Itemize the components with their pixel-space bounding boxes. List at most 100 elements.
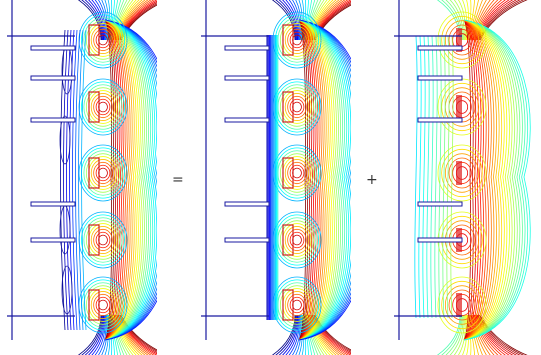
coil-contour xyxy=(90,226,116,254)
coil-contour xyxy=(292,299,302,311)
coil-contour xyxy=(90,291,116,319)
plate xyxy=(224,117,270,123)
plate xyxy=(30,117,76,123)
field-line-bottom xyxy=(77,314,102,355)
inner-field-line xyxy=(78,29,84,331)
coil-winding xyxy=(88,224,100,256)
coil-winding xyxy=(282,24,294,56)
field-line-outer xyxy=(463,19,518,341)
field-line-top xyxy=(470,0,491,41)
secondary-field-panel xyxy=(394,0,531,355)
field-line-top xyxy=(84,0,103,41)
field-line-bottom xyxy=(312,314,351,355)
field-line-top xyxy=(307,0,334,41)
plate xyxy=(417,75,463,81)
coil-contour xyxy=(287,293,307,317)
inner-field-line xyxy=(66,29,72,331)
field-line-top xyxy=(278,0,297,41)
field-line-top xyxy=(101,0,108,41)
inner-field-line xyxy=(446,35,450,319)
field-line-top xyxy=(94,0,106,41)
inner-field-line xyxy=(450,35,454,319)
coil-contour xyxy=(441,280,483,330)
field-line-outer xyxy=(104,19,154,341)
coil-contour xyxy=(98,101,108,113)
field-line-outer xyxy=(463,19,521,341)
field-line-outer xyxy=(298,19,351,341)
field-line-top xyxy=(81,0,103,41)
field-line-bottom xyxy=(101,314,108,355)
coil-contour xyxy=(444,20,480,60)
field-line-outer xyxy=(104,19,157,341)
coil-contour xyxy=(83,282,123,328)
coil-contour xyxy=(441,15,483,65)
coil-contour xyxy=(98,167,108,179)
field-line-bottom xyxy=(108,314,119,355)
coil-contour xyxy=(441,148,483,198)
field-line-top xyxy=(449,0,464,41)
field-line-top xyxy=(462,0,468,41)
field-line-bottom xyxy=(470,314,491,355)
field-line-outer xyxy=(463,19,487,341)
inner-field-line xyxy=(418,35,422,319)
field-line-top xyxy=(108,0,115,41)
inner-field-line xyxy=(438,35,442,319)
field-line-top xyxy=(113,0,140,41)
coil-contour xyxy=(88,223,118,257)
field-line-bottom xyxy=(271,314,296,355)
coil-contour xyxy=(448,289,476,321)
vortex-contour xyxy=(59,115,71,165)
field-line-top xyxy=(477,0,521,41)
field-line-outer xyxy=(104,19,157,341)
coil-contour xyxy=(83,217,123,263)
field-line-top xyxy=(453,0,465,41)
plate xyxy=(30,45,76,51)
field-line-bottom xyxy=(462,314,468,355)
field-line-outer xyxy=(298,19,339,341)
field-line-outer xyxy=(298,19,337,341)
coil-contour xyxy=(287,228,307,252)
plate xyxy=(417,45,463,51)
plus-sign: + xyxy=(366,172,378,188)
coil-contour xyxy=(289,31,305,49)
field-line-bottom xyxy=(465,314,469,355)
field-line-bottom xyxy=(445,314,463,355)
field-line-bottom xyxy=(292,314,301,355)
field-line-outer xyxy=(463,19,523,341)
inner-field-line xyxy=(72,29,78,331)
plate xyxy=(417,117,463,123)
coil-contour xyxy=(85,285,121,325)
coil-contour xyxy=(287,95,307,119)
field-line-top xyxy=(282,0,298,41)
inner-field-line xyxy=(414,35,418,319)
plate xyxy=(224,75,270,81)
field-line-bottom xyxy=(458,314,466,355)
coil-contour xyxy=(289,296,305,314)
coil-contour xyxy=(279,153,315,193)
field-line-bottom xyxy=(88,314,104,355)
field-line-bottom xyxy=(441,314,462,355)
field-line-outer xyxy=(463,19,497,341)
field-line-top xyxy=(98,0,107,41)
coil-contour xyxy=(98,299,108,311)
field-line-bottom xyxy=(98,314,107,355)
field-line-outer xyxy=(298,19,307,341)
field-line-outer xyxy=(298,19,341,341)
plate xyxy=(30,75,76,81)
coil-contour xyxy=(292,234,302,246)
field-line-top xyxy=(271,0,296,41)
field-line-bottom xyxy=(91,314,105,355)
field-line-bottom xyxy=(114,314,143,355)
coil-contour xyxy=(287,28,307,52)
coil-contour xyxy=(85,153,121,193)
field-line-top xyxy=(302,0,309,41)
coil-winding xyxy=(88,91,100,123)
coil-winding xyxy=(282,224,294,256)
coil-contour xyxy=(98,234,108,246)
field-line-outer xyxy=(298,19,325,341)
field-line-top xyxy=(288,0,300,41)
plate xyxy=(224,237,270,243)
field-line-bottom xyxy=(295,314,302,355)
coil-contour xyxy=(282,223,312,257)
